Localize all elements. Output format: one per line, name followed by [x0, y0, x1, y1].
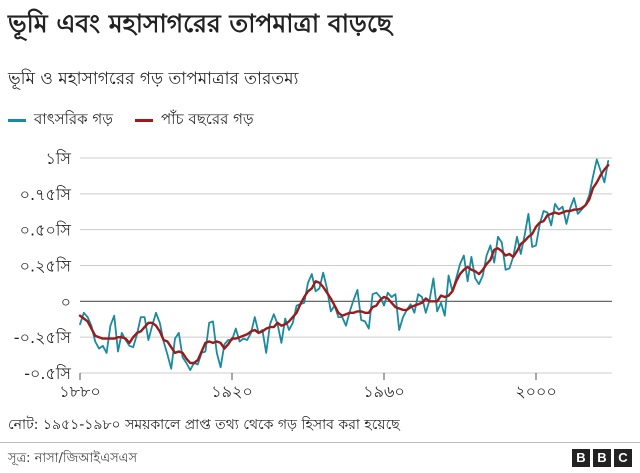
chart-note: নোট: ১৯৫১-১৯৮০ সময়কালে প্রাপ্ত তথ্য থেক… — [8, 417, 400, 433]
y-tick-label: ০.২৫সি — [20, 257, 72, 276]
x-tick-label: ২০০০ — [515, 382, 557, 401]
source-credit: সূত্র: নাসা/জিআইএসএস — [8, 451, 138, 466]
bbc-logo: B B C — [572, 449, 632, 467]
legend-label-five-year: পাঁচ বছরের গড় — [160, 110, 254, 128]
x-tick-label: ১৮৮০ — [59, 382, 101, 401]
legend-swatch-annual — [8, 119, 26, 122]
legend-item-five-year: পাঁচ বছরের গড় — [134, 108, 254, 133]
y-tick-label: ০.৫০সি — [20, 221, 72, 240]
legend-item-annual: বাৎসরিক গড় — [8, 108, 113, 133]
y-axis: ১সি ০.৭৫সি ০.৫০সি ০.২৫সি ০ -০.২৫সি -০.৫সি — [14, 149, 72, 383]
legend-swatch-five-year — [134, 119, 153, 122]
x-tick-label: ১৯২০ — [211, 382, 253, 401]
footer-divider — [0, 442, 640, 443]
gridlines — [80, 157, 612, 374]
y-tick-label: -০.২৫সি — [14, 328, 72, 347]
y-tick-label: ১সি — [45, 149, 71, 168]
chart-subtitle: ভূমি ও মহাসাগরের গড় তাপমাত্রার তারতম্য — [8, 69, 299, 89]
y-tick-label: ০.৭৫সি — [20, 185, 72, 204]
series-line-annual — [79, 158, 610, 372]
series-line-five-year — [78, 163, 610, 365]
series-group — [78, 158, 610, 372]
y-tick-label: -০.৫সি — [24, 364, 71, 383]
y-tick-label: ০ — [61, 292, 71, 311]
x-tick-label: ১৯৬০ — [363, 382, 405, 401]
legend: বাৎসরিক গড় পাঁচ বছরের গড় — [8, 108, 276, 133]
bbc-logo-letter: B — [572, 449, 590, 467]
legend-label-annual: বাৎসরিক গড় — [34, 110, 113, 128]
x-axis: ১৮৮০ ১৯২০ ১৯৬০ ২০০০ — [59, 373, 557, 401]
chart-title: ভূমি এবং মহাসাগরের তাপমাত্রা বাড়ছে — [8, 9, 393, 38]
bbc-logo-letter: B — [593, 449, 611, 467]
bbc-logo-letter: C — [614, 449, 632, 467]
